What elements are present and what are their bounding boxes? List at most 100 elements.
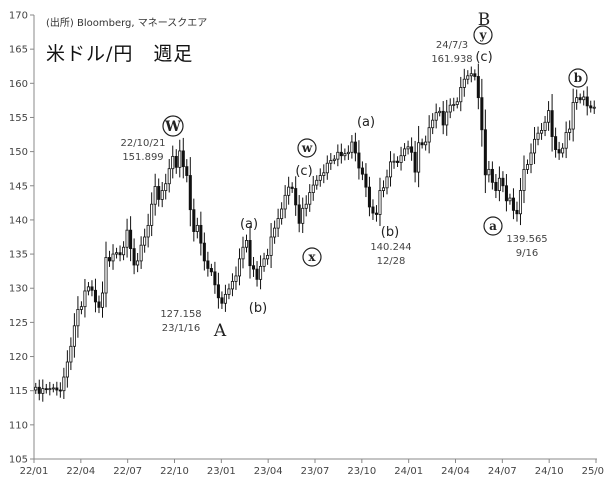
candle-body (406, 146, 410, 150)
candle-body (346, 151, 350, 155)
wave-A-date: 23/1/16 (162, 323, 201, 334)
candle-body (568, 128, 572, 133)
y-tick-label: 155 (9, 113, 28, 124)
candle-body (480, 97, 484, 131)
candle-body (308, 192, 312, 205)
wave-B-value: 161.938 (431, 54, 472, 65)
candle-body (216, 284, 220, 299)
candle-body (410, 146, 414, 153)
candle-body (227, 288, 231, 295)
candle-body (41, 388, 45, 394)
candle-body (107, 257, 112, 262)
candle-body (248, 240, 252, 267)
wave-A-value: 127.158 (160, 309, 201, 320)
wave-W-label: W (164, 119, 181, 135)
candle-body (157, 186, 161, 200)
candle-body (462, 78, 466, 88)
candle-body (427, 127, 431, 143)
candle-body (322, 172, 326, 176)
candle-body (262, 258, 266, 267)
candle-body (62, 376, 66, 392)
candle-body (445, 111, 449, 126)
wave-a-value: 139.565 (506, 234, 547, 245)
candle-body (357, 152, 361, 169)
candle-body (241, 246, 245, 260)
candle-body (494, 181, 498, 191)
candle-body (434, 112, 438, 121)
x-tick-label: 22/10 (160, 466, 189, 477)
wave-b-label: b (574, 71, 582, 85)
candle-body (585, 96, 589, 107)
candle-body (111, 253, 115, 262)
candle-body (37, 386, 41, 394)
candle-body (223, 293, 227, 304)
sub-wave-b1: (b) (249, 301, 267, 316)
candle-body (371, 206, 375, 214)
candle-body (399, 155, 403, 163)
y-tick-label: 160 (9, 79, 28, 90)
x-tick-label: 23/01 (207, 466, 236, 477)
x-tick-label: 25/01 (582, 466, 605, 477)
candle-body (329, 160, 333, 164)
wave-x-circle (302, 247, 322, 267)
candle-body (230, 280, 234, 290)
y-tick-label: 135 (9, 250, 28, 261)
candle-body (360, 167, 364, 175)
candle-body (554, 136, 558, 150)
candle-body (424, 141, 428, 146)
candle-body (473, 73, 477, 77)
candle-body (192, 209, 196, 232)
candle-body (65, 361, 69, 378)
y-tick-label: 125 (9, 318, 28, 329)
candle-body (34, 386, 38, 391)
candle-body (58, 389, 62, 392)
candle-body (280, 208, 284, 219)
candle-body (209, 268, 213, 273)
candle-body (441, 110, 445, 126)
candle-body (206, 260, 210, 269)
candle-body (276, 218, 280, 229)
candle-body (448, 104, 452, 113)
candle-body (174, 155, 178, 168)
wave-a-date: 9/16 (516, 248, 538, 259)
candle-body (501, 177, 505, 187)
candle-body (93, 289, 97, 303)
sub-wave-b2: (b) (381, 225, 399, 240)
candle-body (69, 345, 73, 363)
candle-body (234, 275, 238, 282)
candle-body (522, 168, 526, 191)
candle-body (515, 209, 519, 215)
candle-body (283, 194, 287, 210)
candle-body (381, 187, 386, 191)
candle-body (490, 168, 494, 183)
wave-A-label: A (213, 321, 227, 341)
candle-series (34, 63, 596, 402)
wave-b-circle (568, 68, 588, 88)
candle-body (339, 151, 343, 157)
candle-body (438, 110, 442, 114)
wave-y-label: y (479, 28, 488, 42)
candle-body (79, 306, 83, 310)
candle-body (543, 121, 547, 131)
candle-body (311, 184, 315, 193)
candle-body (420, 142, 424, 146)
candle-body (213, 271, 217, 286)
candle-body (413, 151, 417, 173)
candle-body (153, 186, 157, 205)
wave-a-label: a (489, 219, 497, 233)
candle-body (220, 297, 224, 304)
candle-body (178, 150, 182, 168)
candle-body (304, 203, 308, 209)
candle-body (287, 186, 291, 196)
candle-body (195, 224, 199, 232)
candle-body (417, 142, 421, 173)
candle-body (508, 197, 512, 202)
candle-body (511, 197, 515, 211)
candle-body (290, 186, 294, 189)
y-tick-label: 130 (9, 284, 28, 295)
candle-body (536, 132, 540, 140)
candle-body (76, 309, 80, 327)
candle-body (188, 175, 192, 211)
x-tick-label: 23/04 (254, 466, 283, 477)
